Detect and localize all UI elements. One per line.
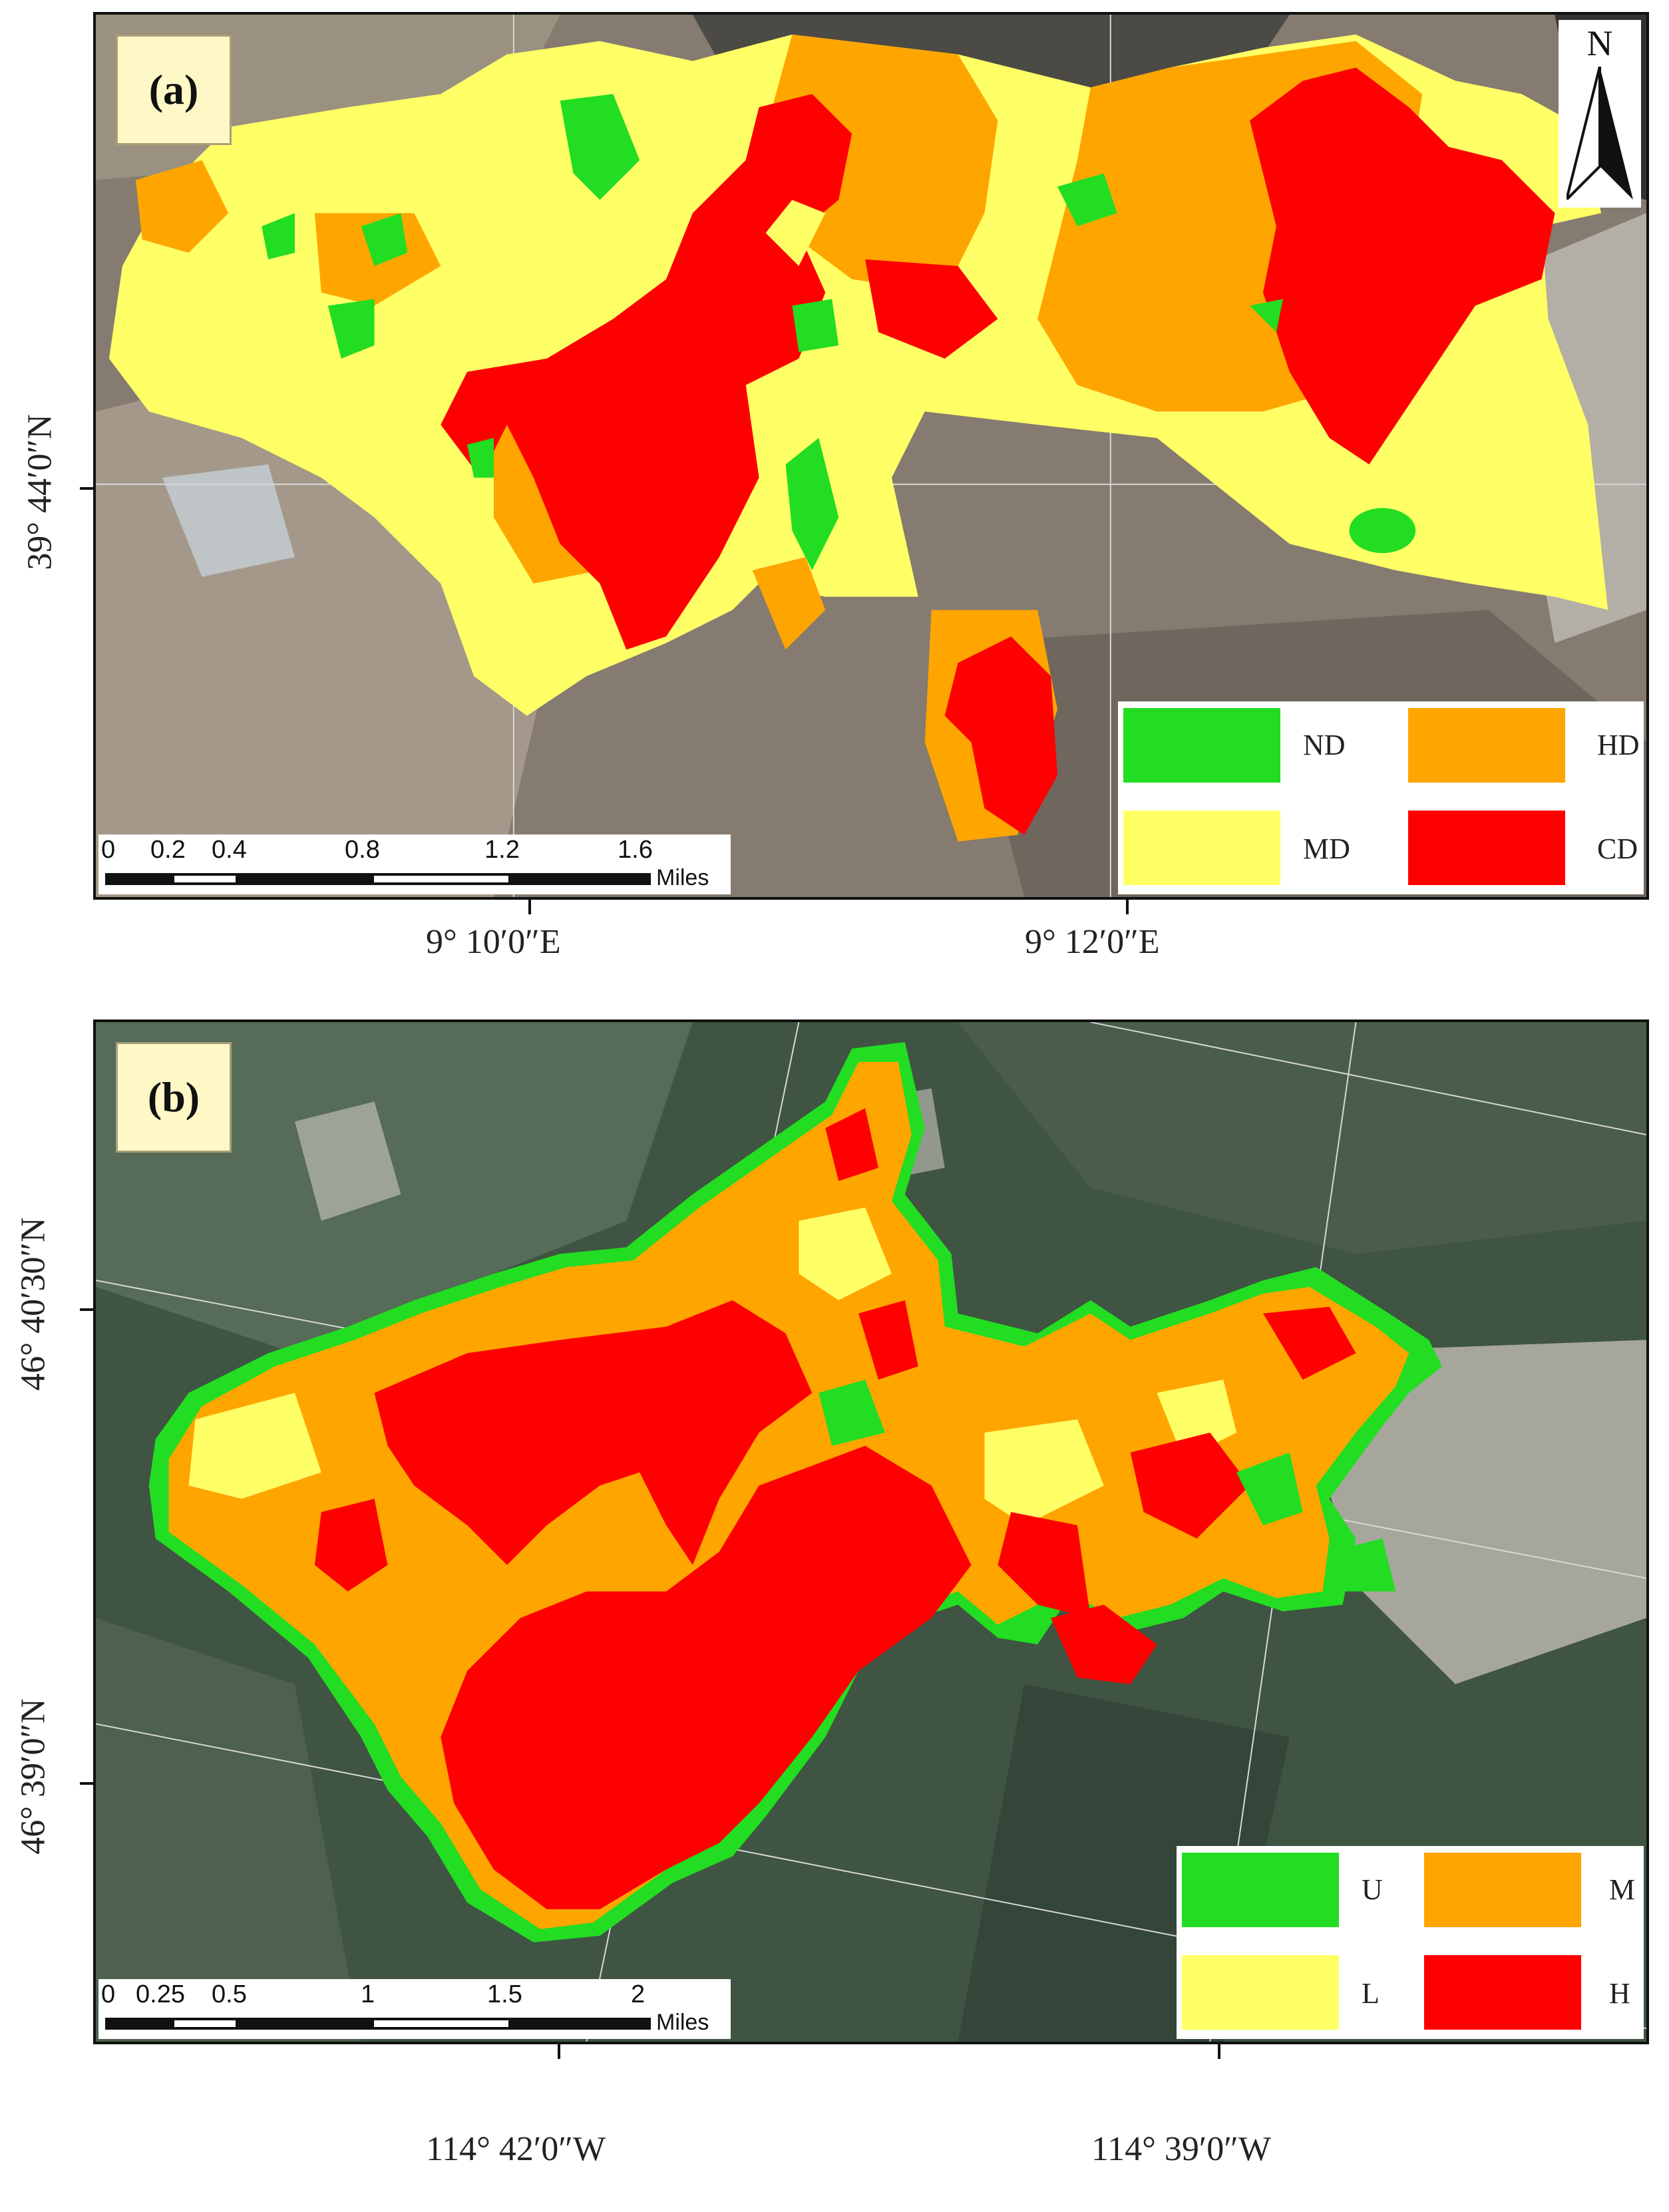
lon-label-b2: 114° 39′0″W <box>1091 2130 1271 2168</box>
legend-key: H <box>1609 1977 1630 2010</box>
north-arrow: N <box>1559 20 1641 208</box>
scale-tick: 2 <box>631 1980 646 2008</box>
map-panel-b: (b) 0 0.25 0.5 1 1.5 2 Miles U M L H <box>93 1019 1649 2044</box>
scale-tick: 0.5 <box>212 1980 247 2008</box>
scale-tick: 0 <box>101 1980 116 2008</box>
panel-label-a: (a) <box>116 35 232 145</box>
lon-tick <box>558 2043 560 2059</box>
legend-key: M <box>1609 1873 1636 1906</box>
legend-swatch <box>1182 1853 1339 1927</box>
legend-swatch <box>1424 1955 1581 2030</box>
lat-label-a: 39° 44′0″N <box>21 414 59 570</box>
legend-key: CD <box>1597 832 1638 865</box>
scalebar-a: 0 0.2 0.4 0.8 1.2 1.6 Miles <box>98 834 731 894</box>
lon-tick <box>1218 2043 1220 2059</box>
lat-tick <box>80 487 96 490</box>
legend-key: L <box>1362 1977 1380 2010</box>
legend-swatch <box>1182 1955 1339 2030</box>
scale-unit: Miles <box>656 865 709 890</box>
lat-label-b2: 46° 39′0″N <box>14 1698 53 1855</box>
legend-key: HD <box>1597 729 1640 761</box>
legend-a: ND HD MD CD <box>1118 701 1644 894</box>
scale-tick: 0.4 <box>212 836 247 864</box>
scale-tick: 0.25 <box>136 1980 185 2008</box>
scale-tick: 0.2 <box>150 836 186 864</box>
north-arrow-icon <box>1567 67 1633 200</box>
lat-tick <box>80 1782 96 1785</box>
lat-tick <box>80 1308 96 1311</box>
panel-label-b: (b) <box>116 1042 232 1153</box>
legend-swatch <box>1424 1853 1581 1927</box>
legend-swatch <box>1408 811 1565 885</box>
legend-b: U M L H <box>1177 1846 1644 2039</box>
lat-label-b1: 46° 40′30″N <box>14 1217 53 1391</box>
legend-swatch <box>1123 708 1280 783</box>
lon-label-a2: 9° 12′0″E <box>1025 923 1160 961</box>
map-panel-a: (a) N 0 0.2 0.4 0.8 1.2 1.6 Miles ND HD <box>93 12 1649 900</box>
legend-key: MD <box>1303 832 1350 865</box>
lon-label-a1: 9° 10′0″E <box>426 923 561 961</box>
scale-tick: 1.5 <box>487 1980 522 2008</box>
severity-map-b <box>96 1022 1646 2042</box>
scale-tick: 1 <box>361 1980 375 2008</box>
scale-tick: 0 <box>101 836 116 864</box>
legend-key: U <box>1362 1873 1383 1906</box>
lon-label-b1: 114° 42′0″W <box>426 2130 606 2168</box>
severity-map-a <box>96 15 1646 897</box>
scale-tick: 1.6 <box>618 836 653 864</box>
scalebar-b: 0 0.25 0.5 1 1.5 2 Miles <box>98 1979 731 2039</box>
north-letter: N <box>1586 23 1613 63</box>
scale-tick: 1.2 <box>484 836 520 864</box>
legend-swatch <box>1123 811 1280 885</box>
legend-swatch <box>1408 708 1565 783</box>
scale-tick: 0.8 <box>345 836 380 864</box>
scale-unit: Miles <box>656 2010 709 2035</box>
lon-tick <box>528 898 531 914</box>
lon-tick <box>1126 898 1129 914</box>
legend-key: ND <box>1303 729 1346 761</box>
